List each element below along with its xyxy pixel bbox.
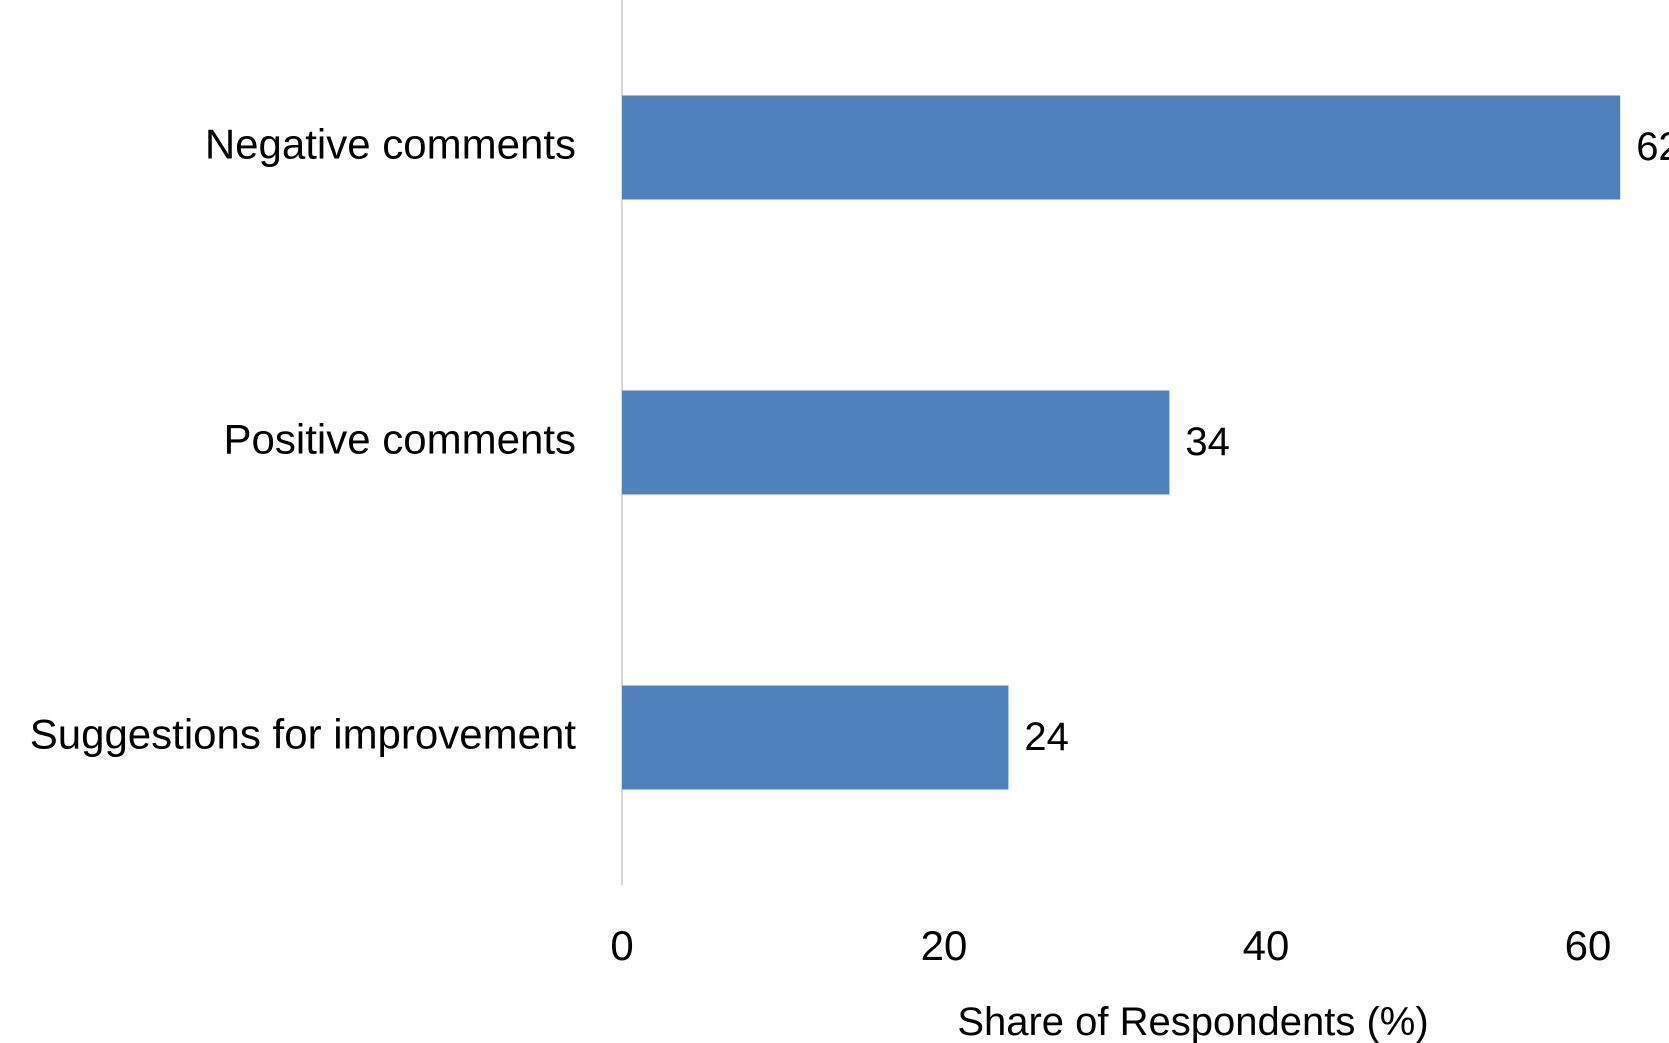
bar	[622, 95, 1621, 200]
bar	[622, 685, 1009, 790]
bar	[622, 390, 1170, 495]
x-tick-label: 40	[1243, 922, 1290, 969]
category-labels: Negative comments Positive comments Sugges…	[30, 121, 577, 758]
x-tick-label: 0	[610, 922, 633, 969]
category-label: Suggestions for improvement	[30, 711, 577, 758]
data-labels: 62 34 24	[1024, 125, 1669, 759]
category-label: Negative comments	[205, 121, 576, 168]
x-tick-label: 60	[1565, 922, 1612, 969]
data-label: 24	[1024, 715, 1069, 759]
x-tick-label: 20	[921, 922, 968, 969]
data-label: 34	[1185, 420, 1230, 464]
x-tick-labels: 0 20 40 60	[610, 922, 1611, 969]
x-axis-title: Share of Respondents (%)	[957, 1000, 1428, 1043]
bars-layer	[622, 95, 1621, 790]
data-label: 62	[1636, 125, 1669, 169]
category-label: Positive comments	[224, 416, 576, 463]
